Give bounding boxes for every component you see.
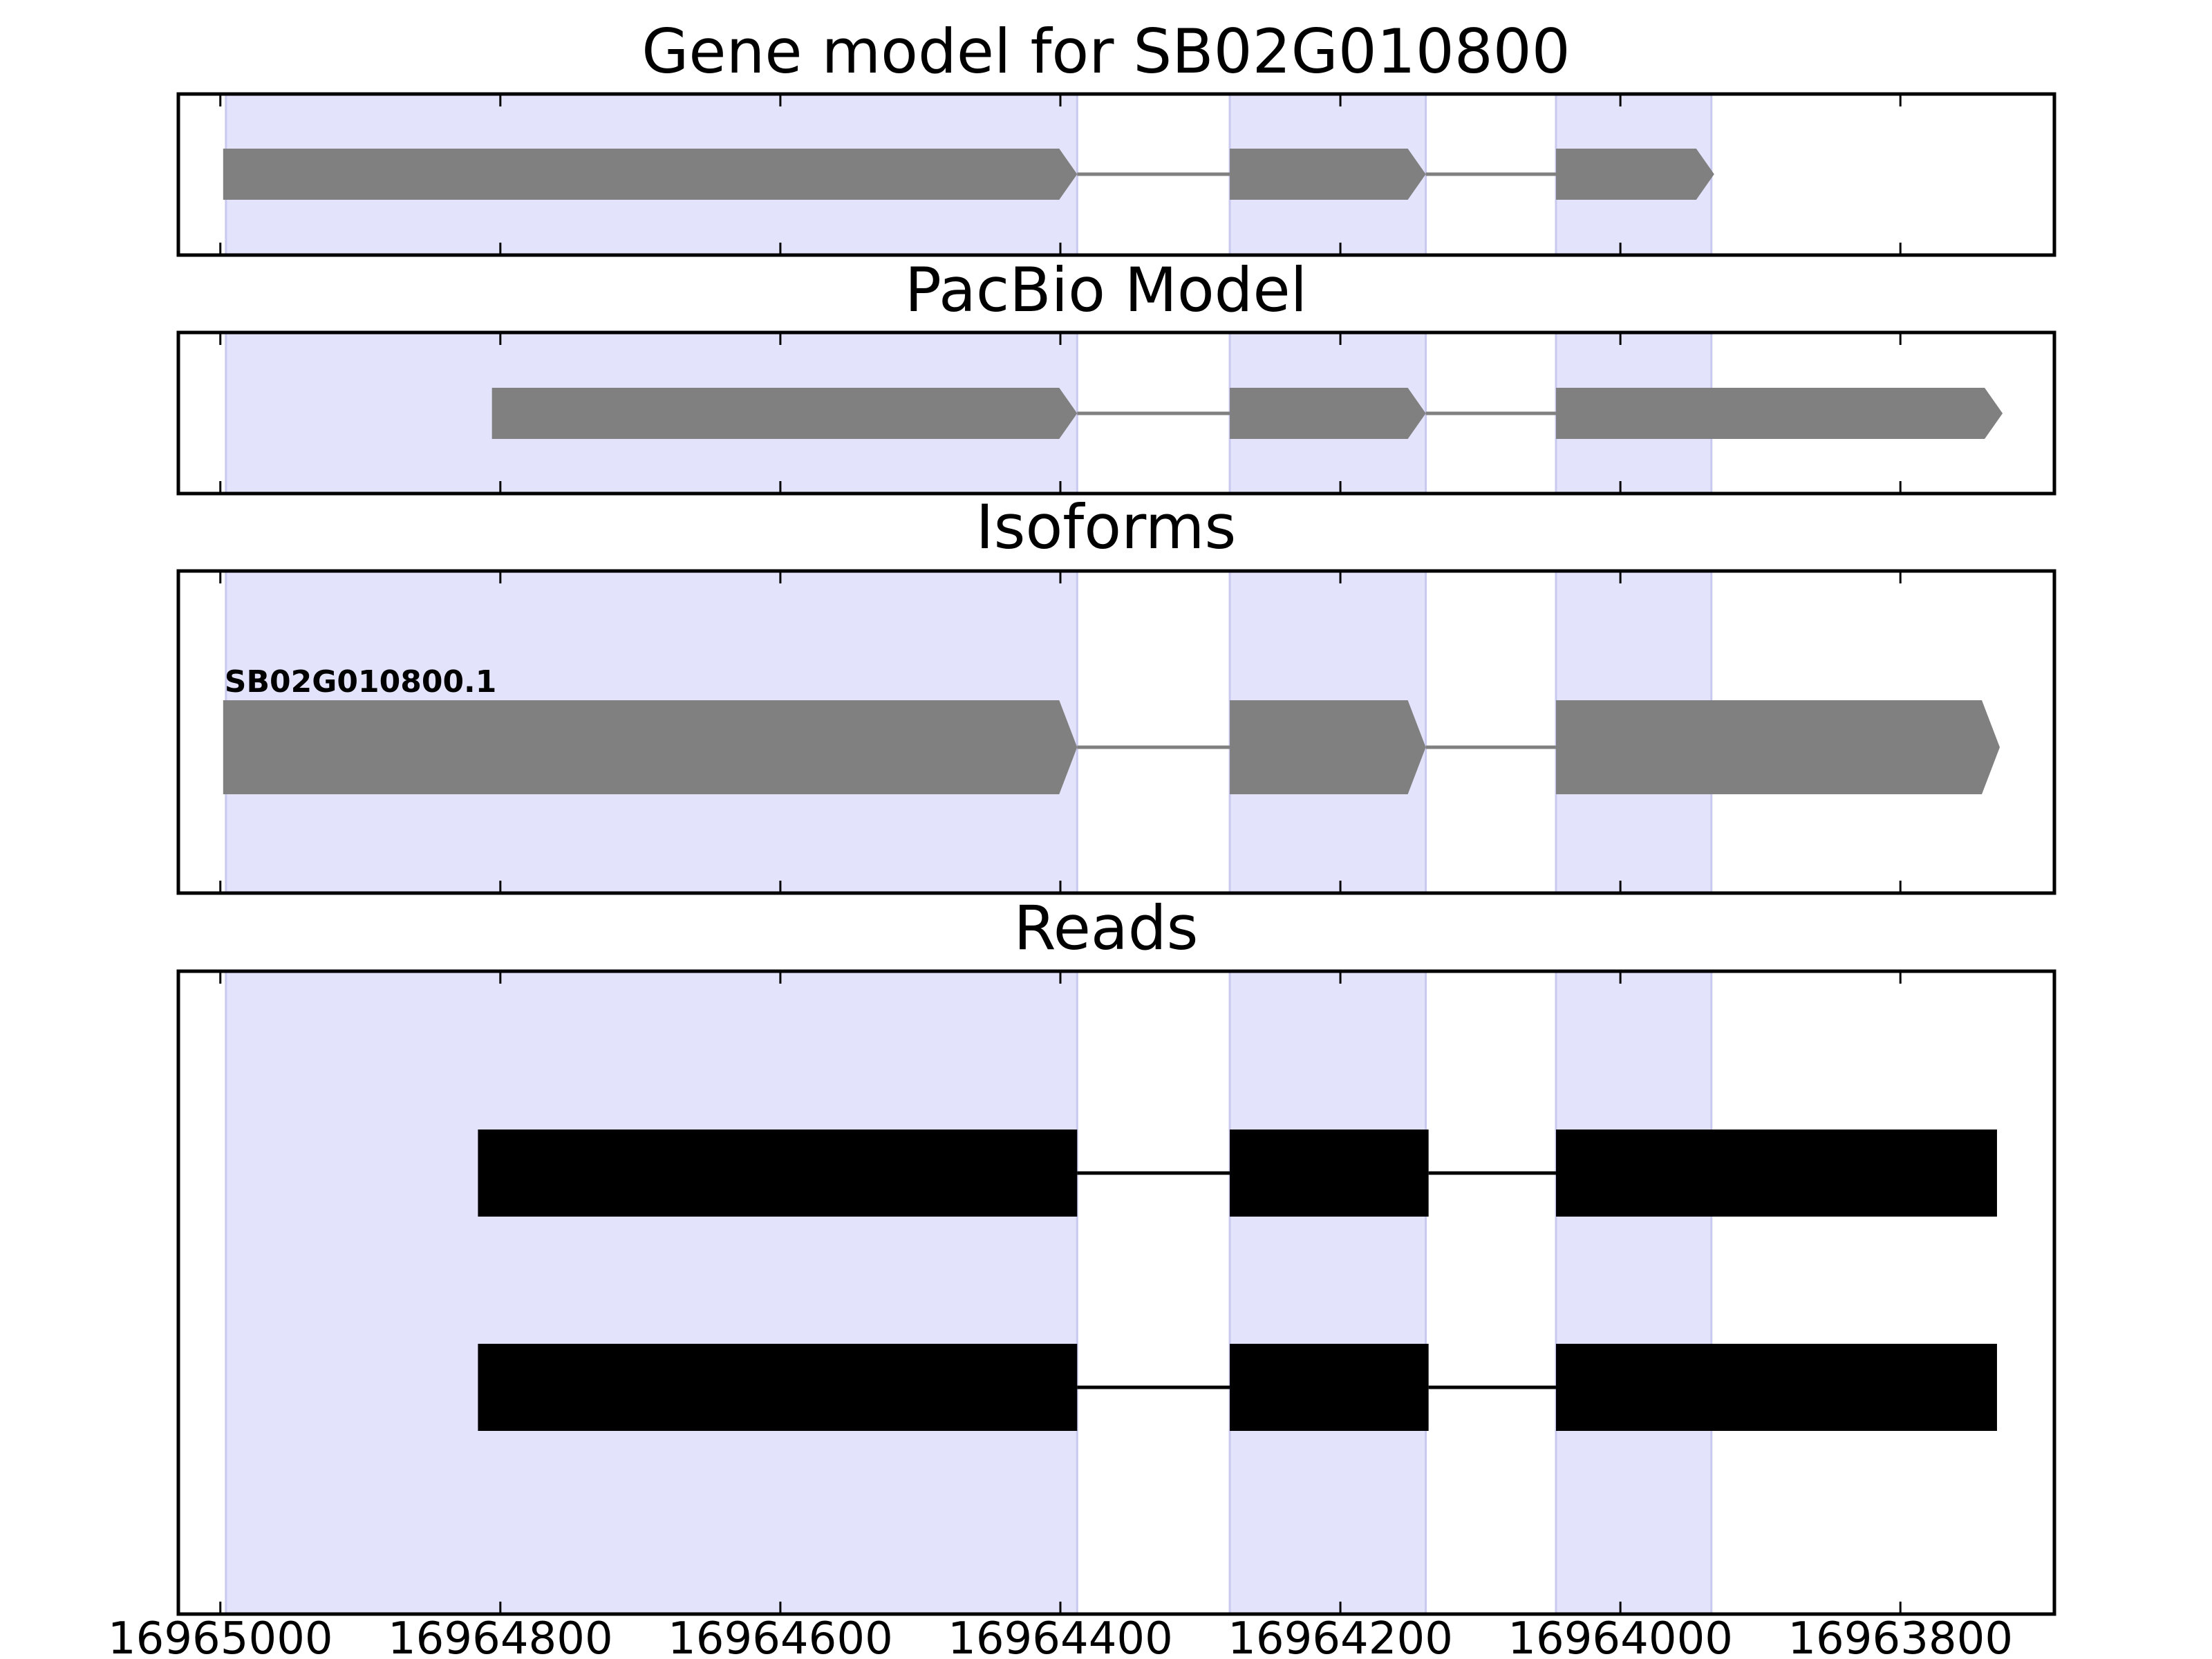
track-layer xyxy=(478,1130,1997,1431)
highlight-region xyxy=(1555,970,1713,1615)
highlight-layer xyxy=(225,970,1713,1615)
highlight-region xyxy=(225,970,1078,1615)
tick-layer xyxy=(219,332,1902,494)
exon-arrow xyxy=(1230,700,1426,794)
x-axis-tick-labels: 16965000 16964800 16964600 16964400 16964200… xyxy=(108,1613,2013,1659)
exon-block xyxy=(1230,1130,1429,1217)
exon-arrow xyxy=(1555,388,2003,439)
x-tick-label: 16964600 xyxy=(668,1613,893,1659)
panel-gene-model: Gene model for SB02G010800 xyxy=(176,16,2056,257)
panel-frame xyxy=(176,969,2056,1616)
exon-arrow xyxy=(223,149,1078,200)
exon-block xyxy=(478,1130,1078,1217)
exon-arrow xyxy=(491,388,1078,439)
panel-title-pacbio-model: PacBio Model xyxy=(905,254,1307,326)
panel-frame xyxy=(176,569,2056,895)
x-tick-label: 16964800 xyxy=(388,1613,613,1659)
x-tick-label: 16963800 xyxy=(1788,1613,2013,1659)
panel-frame xyxy=(176,92,2056,257)
panel-title-gene-model: Gene model for SB02G010800 xyxy=(641,16,1571,87)
panel-reads: Reads xyxy=(176,892,2056,1616)
tick-layer xyxy=(219,94,1902,255)
exon-arrow xyxy=(223,700,1078,794)
panel-pacbio-model: PacBio Model xyxy=(176,254,2056,496)
tick-layer xyxy=(219,971,1902,1614)
exon-arrow xyxy=(1555,149,1714,200)
panel-isoforms: Isoforms SB02G010800.1 xyxy=(176,491,2056,895)
x-tick-label: 16964000 xyxy=(1508,1613,1733,1659)
panel-frame xyxy=(176,330,2056,496)
track-layer xyxy=(491,388,2003,439)
isoform-label: SB02G010800.1 xyxy=(225,664,497,700)
exon-block xyxy=(1555,1344,1997,1431)
x-tick-label: 16964400 xyxy=(948,1613,1173,1659)
exon-arrow xyxy=(1230,388,1426,439)
exon-block xyxy=(478,1344,1078,1431)
track-layer: SB02G010800.1 xyxy=(223,664,2000,794)
panel-title-reads: Reads xyxy=(1014,892,1199,964)
panel-title-isoforms: Isoforms xyxy=(976,491,1237,563)
exon-arrow xyxy=(1555,700,2000,794)
exon-arrow xyxy=(1230,149,1426,200)
x-tick-label: 16964200 xyxy=(1228,1613,1453,1659)
highlight-region xyxy=(1228,970,1427,1615)
x-tick-label: 16965000 xyxy=(108,1613,333,1659)
tick-layer xyxy=(219,571,1902,893)
track-layer xyxy=(223,149,1714,200)
exon-block xyxy=(1230,1344,1429,1431)
exon-block xyxy=(1555,1130,1997,1217)
